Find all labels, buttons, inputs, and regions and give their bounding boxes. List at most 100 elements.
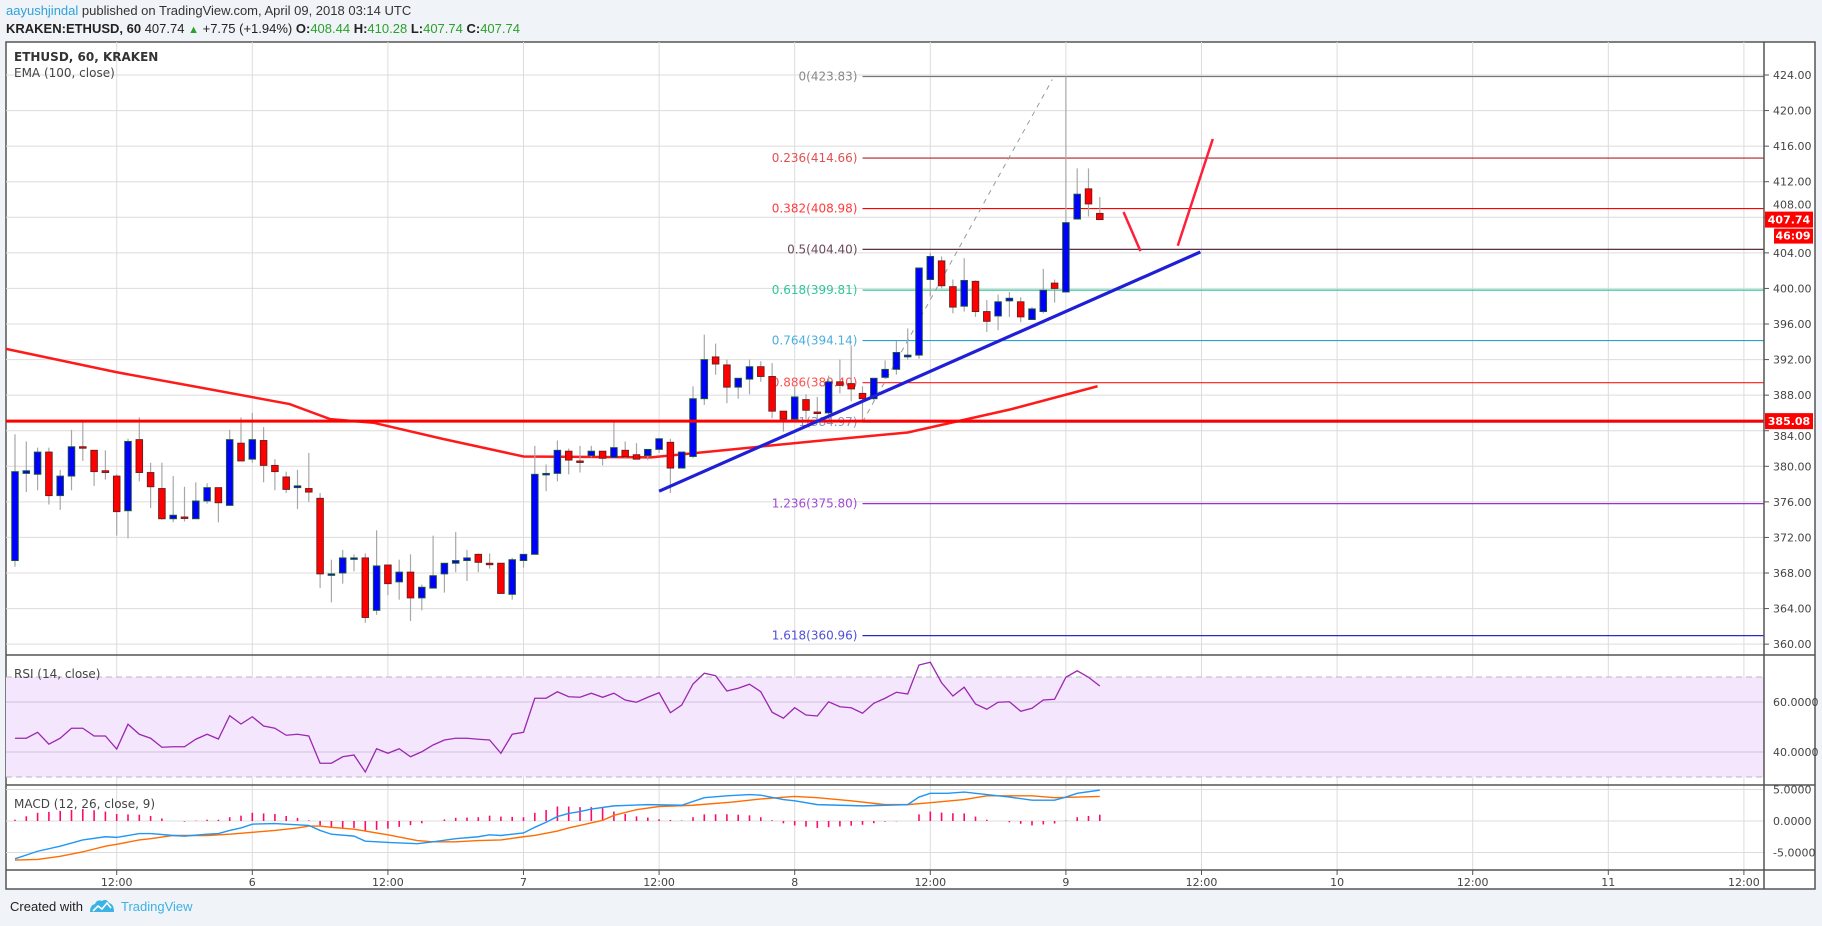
macd-line <box>14 789 1100 860</box>
projection-arrow-line <box>1176 138 1214 247</box>
ema-100-line <box>5 347 1098 459</box>
projection-arrow-line <box>1122 211 1142 252</box>
candle-up <box>1039 289 1048 313</box>
candle-down <box>474 553 483 563</box>
candle-up <box>338 557 347 574</box>
candle-down <box>135 439 144 473</box>
fib-level-label: 1.236(375.80) <box>772 497 858 511</box>
candle-up <box>745 366 754 380</box>
author-link[interactable]: aayushjindal <box>6 3 79 18</box>
candle-down <box>79 446 87 449</box>
ema-legend: EMA (100, close) <box>14 66 115 80</box>
candle-up <box>519 553 528 562</box>
candle-up <box>689 398 697 457</box>
candle-down <box>271 464 279 473</box>
candle-down <box>768 376 776 412</box>
rsi-pane <box>15 661 1101 774</box>
time-axis-label: 11 <box>1601 876 1615 889</box>
candle-down <box>813 411 822 414</box>
close-label: C: <box>466 21 481 36</box>
macd-axis-label: 0.0000 <box>1773 815 1812 828</box>
candle-down <box>971 280 980 313</box>
low-value: 407.74 <box>423 21 463 36</box>
candles <box>11 76 1104 623</box>
candle-down <box>1016 301 1025 318</box>
drawings[interactable] <box>6 138 1764 493</box>
candle-down <box>632 454 641 460</box>
macd-legend: MACD (12, 26, close, 9) <box>14 797 155 811</box>
candle-up <box>553 449 562 474</box>
macd-axis-label: 5.0000 <box>1773 784 1812 797</box>
macd-pane <box>14 789 1101 861</box>
candle-down <box>779 410 788 420</box>
price-axis-label: 372.00 <box>1773 531 1812 544</box>
ema-line <box>5 347 1098 459</box>
candle-down <box>112 475 121 513</box>
fib-level-label: 0.5(404.40) <box>787 242 857 256</box>
candle-up <box>192 500 200 520</box>
open-label: O: <box>295 21 311 36</box>
candle-up <box>372 565 381 611</box>
fib-level-label: 0(423.83) <box>799 70 858 84</box>
candle-up <box>610 447 618 458</box>
candle-up <box>926 255 935 280</box>
time-axis-label: 8 <box>791 876 798 889</box>
price-axis-label: 424.00 <box>1773 69 1812 82</box>
time-axis-label: 12:00 <box>914 876 946 889</box>
publish-info: aayushjindal published on TradingView.co… <box>6 3 411 18</box>
candle-up <box>700 359 709 400</box>
price-axis-label: 408.00 <box>1773 199 1812 212</box>
fib-level-label: 0.382(408.98) <box>772 202 858 216</box>
candle-up <box>994 301 1002 317</box>
time-axis-label: 12:00 <box>1457 876 1489 889</box>
candle-down <box>598 450 607 459</box>
price-axis-label: 368.00 <box>1773 567 1812 580</box>
price-axis-label: 412.00 <box>1773 176 1812 189</box>
candle-up <box>327 573 336 576</box>
price-axis-label: 400.00 <box>1773 282 1812 295</box>
rsi-axis-label: 60.0000 <box>1773 696 1819 709</box>
candle-up <box>440 562 449 575</box>
candle-down <box>711 356 720 365</box>
axes: 424.00 420.00 416.00 412.00 408.00 404.00 400.… <box>6 42 1819 889</box>
candle-down <box>237 442 245 462</box>
candle-down <box>90 449 98 473</box>
fib-retracement[interactable]: 0(423.83) 0.236(414.66) 0.382(408.98) 0.5(4… <box>772 70 1764 643</box>
candle-down <box>621 449 629 457</box>
candle-down <box>146 472 155 488</box>
candle-up <box>451 560 460 564</box>
candle-down <box>158 488 166 520</box>
candle-up <box>169 514 177 520</box>
candle-up <box>892 352 901 370</box>
price-axis-label: 396.00 <box>1773 318 1812 331</box>
candle-up <box>67 446 76 477</box>
footer: Created with TradingView <box>10 898 193 914</box>
hline-price-tag-text: 385.08 <box>1768 415 1810 428</box>
candle-up <box>350 557 358 560</box>
last-price: 407.74 <box>144 21 185 36</box>
candle-down <box>45 451 53 497</box>
candle-down <box>497 562 505 594</box>
candle-up <box>960 279 968 307</box>
candle-down <box>1084 188 1093 205</box>
candle-up <box>870 377 878 400</box>
candle-up <box>824 381 833 414</box>
candle-down <box>101 470 110 473</box>
candle-up <box>225 439 234 506</box>
candle-up <box>881 368 889 378</box>
candle-down <box>666 441 675 469</box>
candle-up <box>587 450 596 457</box>
time-axis-label: 9 <box>1062 876 1069 889</box>
candle-up <box>655 438 663 450</box>
candle-down <box>361 557 370 618</box>
price-axis-label: 416.00 <box>1773 140 1812 153</box>
candle-up <box>1005 297 1014 302</box>
candle-down <box>316 497 324 575</box>
tradingview-link[interactable]: TradingView <box>120 898 193 914</box>
high-label: H: <box>353 21 368 36</box>
candle-down <box>723 364 731 388</box>
last-price-tag: 407.74 46:09 <box>1765 211 1813 244</box>
candle-up <box>644 448 652 457</box>
up-triangle-icon: ▲ <box>188 24 199 36</box>
